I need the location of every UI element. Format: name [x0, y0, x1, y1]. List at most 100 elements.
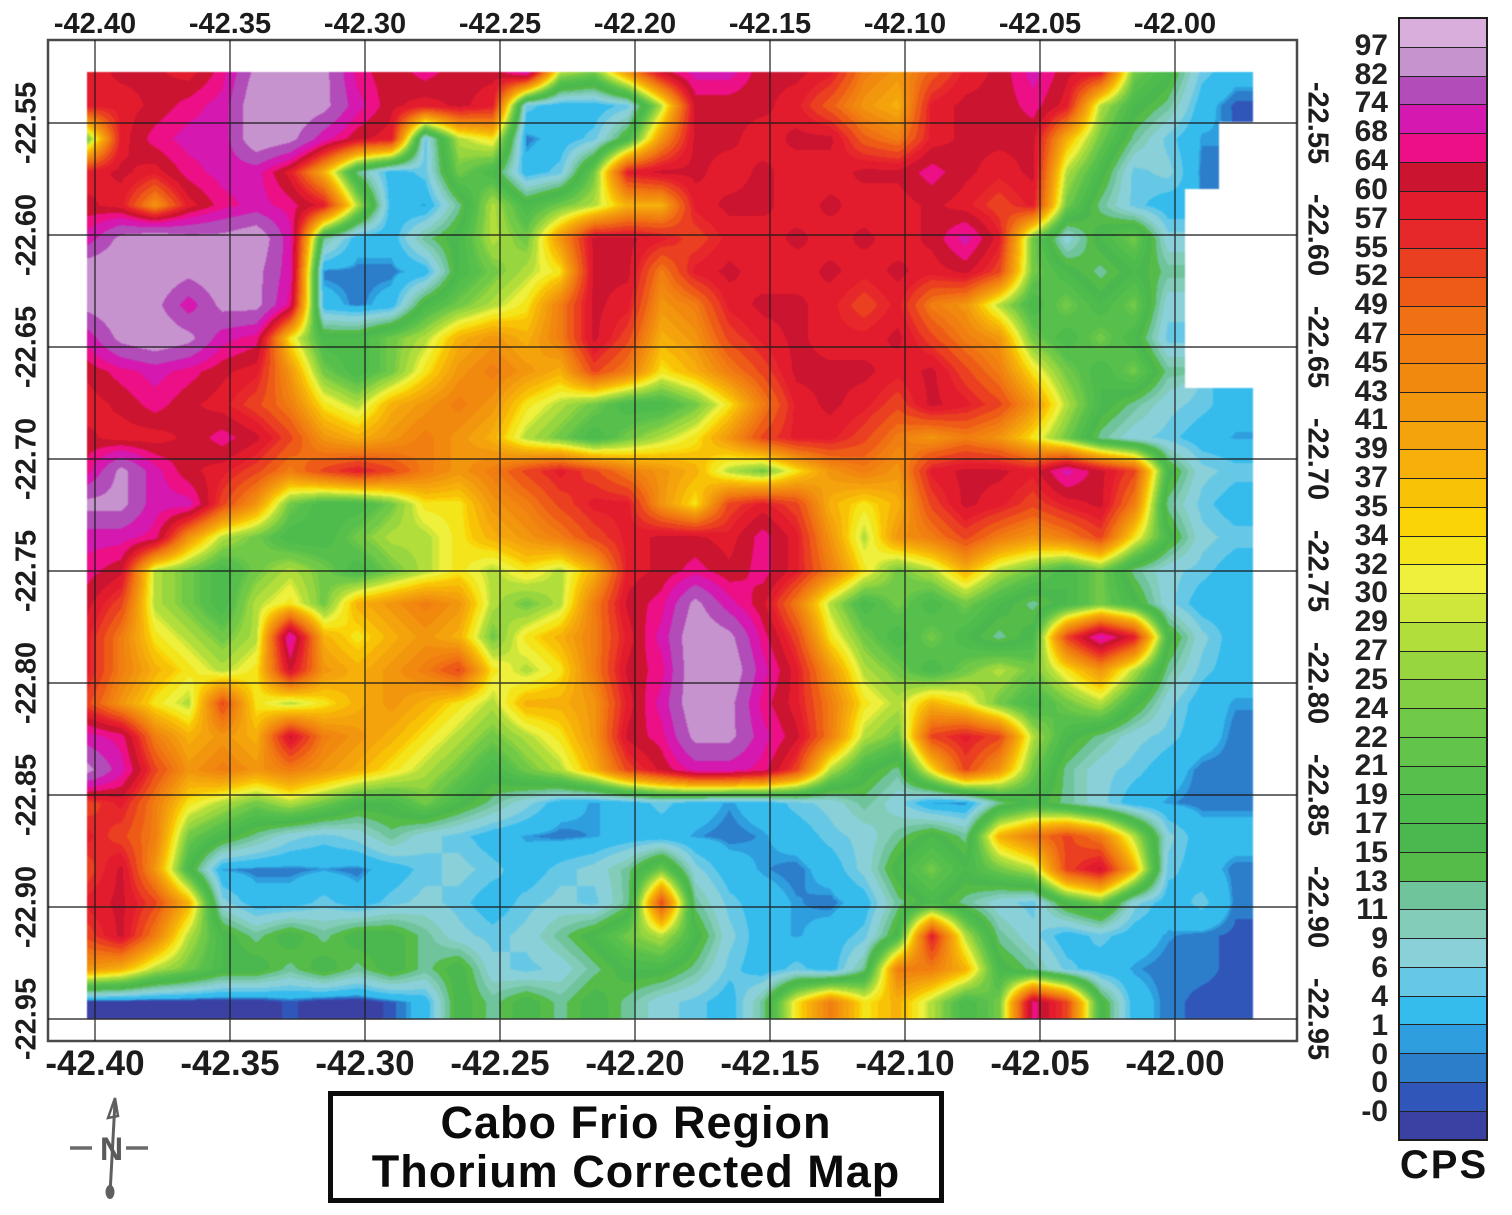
lat-tick-label-left: -22.55: [10, 81, 43, 165]
colorbar-cell: [1400, 1081, 1486, 1111]
colorbar-cell: [1400, 449, 1486, 478]
lon-tick-label-bottom: -42.15: [720, 1044, 820, 1083]
colorbar-cell: [1400, 708, 1486, 737]
colorbar-tick-label: 55: [1354, 230, 1388, 264]
colorbar-cell: [1400, 621, 1486, 651]
colorbar-cell: [1400, 104, 1486, 133]
colorbar-tick-label: 82: [1354, 57, 1388, 91]
colorbar-cell: [1400, 75, 1486, 105]
lon-tick-label-bottom: -42.00: [1125, 1044, 1225, 1083]
colorbar-cell: [1400, 794, 1486, 823]
lat-tick-label-left: -22.90: [10, 865, 43, 949]
colorbar-tick-label: 49: [1354, 288, 1388, 322]
lat-tick-label-left: -22.70: [10, 417, 43, 501]
colorbar-cell: [1400, 593, 1486, 622]
north-arrow-label: N: [100, 1131, 123, 1167]
colorbar-tick-label: 15: [1354, 835, 1388, 869]
colorbar-tick-label: 21: [1354, 749, 1388, 783]
colorbar: [1398, 17, 1488, 1141]
colorbar-cell: [1400, 736, 1486, 766]
colorbar-tick-label: 11: [1356, 893, 1388, 927]
lon-tick-label-bottom: -42.35: [180, 1044, 280, 1083]
colorbar-tick-label: 37: [1354, 461, 1388, 495]
lon-tick-label-top: -42.15: [728, 8, 812, 40]
colorbar-tick-label: 13: [1354, 864, 1388, 898]
colorbar-tick-label: 68: [1354, 115, 1388, 149]
title-box: Cabo Frio Region Thorium Corrected Map: [328, 1091, 944, 1203]
colorbar-cell: [1400, 909, 1486, 938]
lat-tick-label-left: -22.85: [10, 753, 43, 837]
lon-tick-label-bottom: -42.30: [315, 1044, 415, 1083]
lon-tick-label-top: -42.20: [593, 8, 677, 40]
colorbar-cell: [1400, 478, 1486, 507]
colorbar-cell: [1400, 823, 1486, 852]
colorbar-tick-label: 41: [1354, 403, 1388, 437]
colorbar-tick-label: 29: [1354, 605, 1388, 639]
colorbar-tick-label: 4: [1371, 979, 1388, 1013]
lon-tick-label-top: -42.00: [1133, 8, 1217, 40]
lon-tick-label-bottom: -42.10: [855, 1044, 955, 1083]
title-line-1: Cabo Frio Region: [440, 1096, 832, 1148]
colorbar-tick-label: 34: [1354, 518, 1388, 552]
lat-tick-label-left: -22.80: [10, 641, 43, 725]
colorbar-tick-label: 35: [1354, 489, 1388, 523]
colorbar-tick-label: 25: [1354, 662, 1388, 696]
colorbar-cell: [1400, 535, 1486, 565]
colorbar-tick-label: 9: [1371, 922, 1388, 956]
colorbar-cell: [1400, 219, 1486, 248]
lon-tick-label-bottom: -42.20: [585, 1044, 685, 1083]
colorbar-cell: [1400, 363, 1486, 392]
colorbar-cell: [1400, 851, 1486, 881]
colorbar-tick-label: 6: [1371, 951, 1388, 985]
colorbar-cell: [1400, 564, 1486, 593]
north-arrow-icon: N: [70, 1097, 148, 1199]
lon-tick-label-top: -42.10: [863, 8, 947, 40]
colorbar-cell: [1400, 276, 1486, 306]
colorbar-cell: [1400, 161, 1486, 191]
lat-tick-label-left: -22.60: [10, 193, 43, 277]
colorbar-tick-label: 17: [1354, 806, 1388, 840]
colorbar-cell: [1400, 334, 1486, 363]
thorium-heatmap-canvas: [87, 72, 1270, 1036]
title-line-2: Thorium Corrected Map: [371, 1146, 901, 1197]
colorbar-tick-label: 32: [1354, 547, 1388, 581]
colorbar-tick-label: 24: [1354, 691, 1388, 725]
colorbar-cell: [1400, 19, 1486, 47]
colorbar-tick-label: 1: [1371, 1008, 1388, 1042]
colorbar-tick-label: 27: [1354, 634, 1388, 668]
colorbar-cell: [1400, 391, 1486, 421]
lon-tick-label-top: -42.05: [998, 8, 1082, 40]
colorbar-cell: [1400, 46, 1486, 76]
colorbar-tick-label: 0: [1371, 1037, 1388, 1071]
lon-tick-label-top: -42.40: [53, 8, 137, 40]
colorbar-tick-label: 57: [1354, 201, 1388, 235]
colorbar-tick-label: 52: [1354, 259, 1388, 293]
colorbar-tick-label: -0: [1361, 1095, 1388, 1129]
colorbar-tick-label: 45: [1354, 345, 1388, 379]
lon-tick-label-bottom: -42.25: [450, 1044, 550, 1083]
colorbar-tick-label: 19: [1354, 778, 1388, 812]
colorbar-cell: [1400, 679, 1486, 708]
colorbar-tick-label: 74: [1354, 86, 1388, 120]
colorbar-cell: [1400, 995, 1486, 1025]
colorbar-cell: [1400, 938, 1486, 967]
colorbar-cell: [1400, 190, 1486, 220]
lat-tick-label-left: -22.65: [10, 305, 43, 389]
lon-tick-label-top: -42.25: [458, 8, 542, 40]
colorbar-cell: [1400, 133, 1486, 162]
colorbar-cell: [1400, 1053, 1486, 1082]
colorbar-tick-label: 60: [1354, 172, 1388, 206]
colorbar-cell: [1400, 248, 1486, 277]
colorbar-cell: [1400, 880, 1486, 910]
colorbar-tick-label: 39: [1354, 432, 1388, 466]
lon-tick-label-top: -42.35: [188, 8, 272, 40]
colorbar-tick-label: 22: [1354, 720, 1388, 754]
colorbar-cell: [1400, 1110, 1486, 1140]
lat-tick-label-left: -22.75: [10, 529, 43, 613]
colorbar-unit-label: CPS: [1399, 1143, 1489, 1187]
lon-tick-label-bottom: -42.40: [45, 1044, 145, 1083]
colorbar-tick-label: 64: [1354, 144, 1388, 178]
colorbar-cell: [1400, 305, 1486, 335]
colorbar-cell: [1400, 650, 1486, 680]
